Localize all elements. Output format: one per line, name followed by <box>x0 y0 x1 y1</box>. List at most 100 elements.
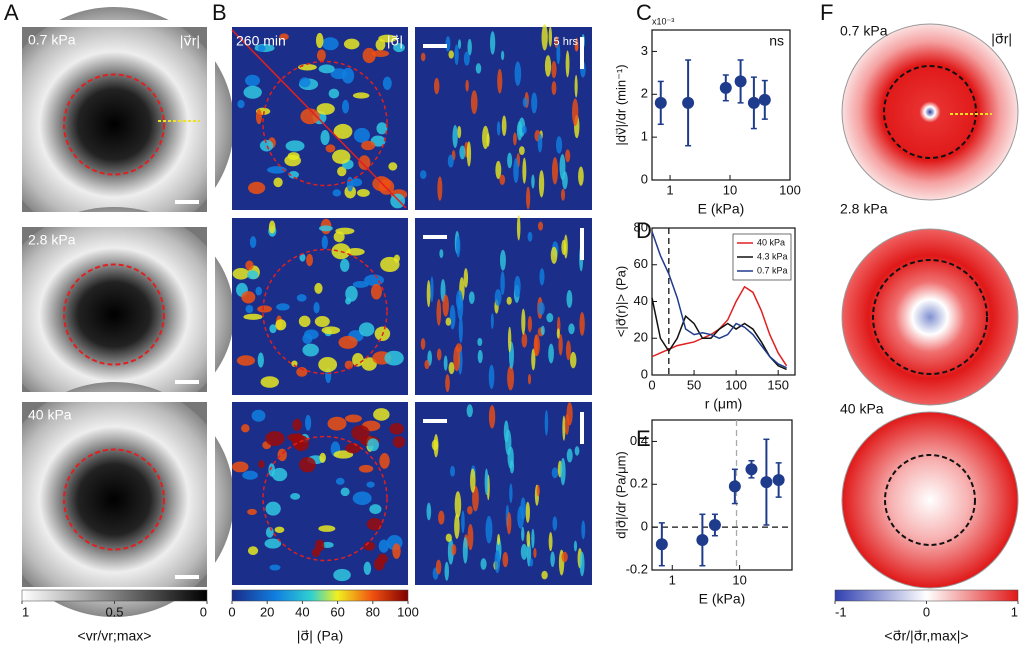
stress-spot <box>361 140 376 151</box>
stress-spot <box>358 464 374 473</box>
x-tick-label: 50 <box>687 377 701 392</box>
reference-circle <box>63 73 165 176</box>
stress-spot <box>366 518 383 531</box>
stress-spot <box>251 409 266 422</box>
stress-spot <box>507 365 515 391</box>
stress-spot <box>249 236 257 248</box>
stress-spot <box>370 283 382 300</box>
stress-spot <box>321 326 341 335</box>
stress-spot <box>231 461 249 473</box>
stress-spot <box>344 185 357 199</box>
stress-spot <box>574 446 580 456</box>
stress-spot <box>321 541 334 549</box>
stress-spot <box>454 491 462 519</box>
panel-label: C <box>636 0 652 25</box>
stress-spot <box>237 99 245 109</box>
stress-spot <box>565 50 570 78</box>
time-bar <box>580 412 584 444</box>
y-axis-label: <|σ⃗(r)|> (Pa) <box>613 266 628 337</box>
stress-spot <box>333 450 354 459</box>
stress-spot <box>459 145 466 160</box>
stress-spot <box>551 467 559 479</box>
stress-spot <box>531 174 535 189</box>
scale-bar <box>423 235 447 239</box>
stress-spot <box>393 42 405 53</box>
stress-spot <box>467 505 473 515</box>
annotation: ns <box>769 33 784 49</box>
stress-spot <box>255 286 263 296</box>
stress-spot <box>550 246 558 264</box>
stress-spot <box>384 350 404 366</box>
stress-spot <box>544 55 552 77</box>
stress-spot <box>275 319 287 331</box>
stress-spot <box>271 467 288 482</box>
stress-spot <box>458 315 463 343</box>
stress-spot <box>305 414 312 431</box>
stress-spot <box>259 139 274 152</box>
stress-spot <box>325 144 336 153</box>
colorbar <box>834 589 1019 602</box>
stress-spot <box>436 348 442 361</box>
stress-spot <box>299 253 306 262</box>
stress-spot <box>352 92 370 99</box>
stress-spot <box>316 103 335 115</box>
stress-spot <box>457 125 462 139</box>
stress-spot <box>462 536 468 564</box>
y-tick-label: 1 <box>641 129 648 144</box>
stress-spot <box>568 323 575 335</box>
panel-label: A <box>4 0 19 25</box>
reference-circle <box>883 65 977 159</box>
stress-spot <box>376 122 388 135</box>
stress-spot <box>527 373 532 385</box>
stress-spot <box>379 453 390 469</box>
stress-spot <box>257 44 266 52</box>
stress-spot <box>548 532 553 552</box>
stress-spot <box>343 38 360 50</box>
stress-spot <box>450 465 456 477</box>
stress-spot <box>420 338 426 350</box>
x-tick-label: 100 <box>725 377 747 392</box>
panel-b-symbol: |σ⃗| <box>387 33 403 49</box>
stress-spot <box>527 231 533 242</box>
colorbar-tick-label: 0 <box>200 604 207 619</box>
stress-spot <box>477 337 483 347</box>
stress-spot <box>373 408 390 421</box>
x-tick-label: 0 <box>648 377 655 392</box>
condition-label: 0.7 kPa <box>28 32 76 48</box>
plot-frame <box>651 419 793 571</box>
stress-spot <box>439 249 444 259</box>
colorbar-tick-label: 0 <box>923 604 930 619</box>
stress-spot <box>485 515 493 544</box>
stress-spot <box>243 85 262 99</box>
stress-spot <box>499 174 506 185</box>
stress-spot <box>277 448 287 462</box>
x-tick-label: 100 <box>779 182 801 197</box>
stress-spot <box>572 98 579 127</box>
stress-spot <box>561 551 568 563</box>
stress-spot <box>521 308 526 335</box>
stress-spot <box>313 302 320 314</box>
stress-spot <box>533 547 537 559</box>
stress-spot <box>332 149 351 164</box>
stress-spot <box>332 189 342 197</box>
scale-bar <box>175 575 199 579</box>
flow-image-field <box>0 207 234 422</box>
time-bar <box>580 228 584 260</box>
colorbar-tick-label: 60 <box>330 604 344 619</box>
stress-spot <box>361 357 377 371</box>
condition-label: 40 kPa <box>840 401 884 417</box>
stress-spot <box>319 452 326 463</box>
point <box>728 480 741 493</box>
panel-a-symbol: |v⃗r| <box>180 33 200 49</box>
stress-spot <box>569 351 577 369</box>
stress-spot <box>503 420 509 443</box>
y-tick-label: 2 <box>641 86 648 101</box>
stress-spot <box>461 510 465 534</box>
stress-spot <box>551 61 557 79</box>
stress-spot <box>445 36 451 52</box>
stress-spot <box>333 568 351 582</box>
stress-spot <box>373 558 385 571</box>
scale-bar <box>423 44 447 48</box>
stress-spot <box>552 516 558 531</box>
stress-spot <box>563 234 568 259</box>
